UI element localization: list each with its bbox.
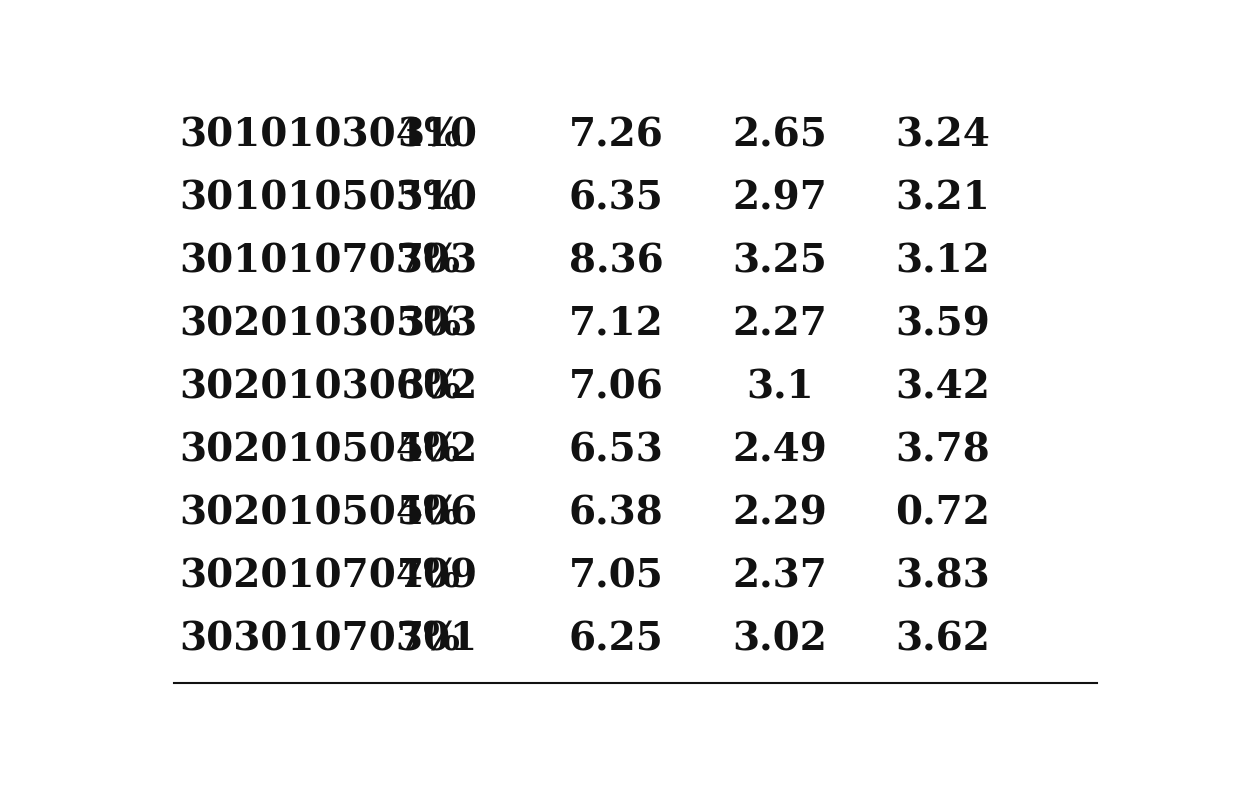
Text: 5%: 5% xyxy=(397,494,461,533)
Text: 30101070303: 30101070303 xyxy=(179,242,477,281)
Text: 7%: 7% xyxy=(397,557,461,595)
Text: 30301070301: 30301070301 xyxy=(179,621,477,658)
Text: 2.97: 2.97 xyxy=(732,179,827,217)
Text: 3.21: 3.21 xyxy=(895,179,991,217)
Text: 3.12: 3.12 xyxy=(895,242,991,281)
Text: 3.24: 3.24 xyxy=(895,116,991,154)
Text: 30101030410: 30101030410 xyxy=(179,116,477,154)
Text: 6.35: 6.35 xyxy=(569,179,663,217)
Text: 2.37: 2.37 xyxy=(732,557,827,595)
Text: 30201030503: 30201030503 xyxy=(179,305,477,343)
Text: 7%: 7% xyxy=(397,242,461,281)
Text: 3.62: 3.62 xyxy=(895,621,991,658)
Text: 30201030602: 30201030602 xyxy=(179,368,477,406)
Text: 3%: 3% xyxy=(397,305,461,343)
Text: 7.26: 7.26 xyxy=(569,116,663,154)
Text: 6.25: 6.25 xyxy=(569,621,663,658)
Text: 2.49: 2.49 xyxy=(732,432,827,469)
Text: 2.29: 2.29 xyxy=(732,494,827,533)
Text: 3.78: 3.78 xyxy=(895,432,991,469)
Text: 3.02: 3.02 xyxy=(732,621,827,658)
Text: 30201050402: 30201050402 xyxy=(179,432,477,469)
Text: 3.42: 3.42 xyxy=(895,368,991,406)
Text: 0.72: 0.72 xyxy=(895,494,991,533)
Text: 7.06: 7.06 xyxy=(569,368,663,406)
Text: 3%: 3% xyxy=(397,116,461,154)
Text: 5%: 5% xyxy=(397,179,461,217)
Text: 2.65: 2.65 xyxy=(732,116,827,154)
Text: 3.25: 3.25 xyxy=(732,242,827,281)
Text: 7.05: 7.05 xyxy=(569,557,663,595)
Text: 7%: 7% xyxy=(397,621,461,658)
Text: 3.59: 3.59 xyxy=(895,305,991,343)
Text: 8.36: 8.36 xyxy=(569,242,663,281)
Text: 3%: 3% xyxy=(397,368,461,406)
Text: 30201070409: 30201070409 xyxy=(179,557,477,595)
Text: 30201050406: 30201050406 xyxy=(179,494,477,533)
Text: 30101050310: 30101050310 xyxy=(179,179,477,217)
Text: 6.38: 6.38 xyxy=(569,494,663,533)
Text: 2.27: 2.27 xyxy=(732,305,827,343)
Text: 6.53: 6.53 xyxy=(569,432,663,469)
Text: 3.1: 3.1 xyxy=(745,368,813,406)
Text: 5%: 5% xyxy=(397,432,461,469)
Text: 3.83: 3.83 xyxy=(895,557,991,595)
Text: 7.12: 7.12 xyxy=(569,305,663,343)
